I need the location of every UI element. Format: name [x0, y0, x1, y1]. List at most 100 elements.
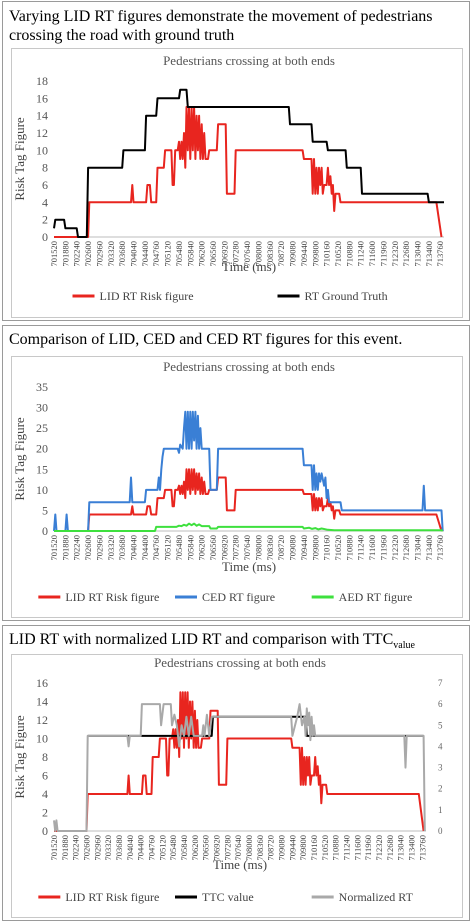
x-tick-label: 703320 — [103, 835, 113, 861]
x-tick-label: 702960 — [92, 835, 102, 861]
x-tick-label: 704400 — [136, 835, 146, 861]
x-tick-label: 710880 — [344, 535, 354, 561]
x-tick-label: 703680 — [117, 241, 127, 267]
x-tick-label: 713400 — [424, 535, 434, 561]
x-tick-label: 707640 — [242, 535, 252, 561]
series-line-1 — [54, 106, 443, 238]
x-tick-label: 706560 — [201, 835, 211, 861]
x-tick-label: 711240 — [342, 835, 352, 860]
x-tick-label: 706560 — [208, 241, 218, 267]
x-tick-label: 712320 — [390, 535, 400, 561]
x-tick-label: 701520 — [49, 835, 59, 861]
x-tick-label: 711600 — [352, 835, 362, 860]
x-tick-label: 707280 — [231, 535, 241, 561]
legend-label: AED RT figure — [339, 590, 413, 604]
y2-tick-label: 5 — [438, 720, 443, 730]
line-chart-lid-ced-aed: Pedestrians crossing at both ends 0 5 10 15 2… — [12, 359, 445, 604]
x-axis-label: Time (ms) — [222, 559, 276, 574]
y-tick-label: 25 — [36, 421, 48, 435]
legend-label: Normalized RT — [339, 890, 414, 904]
x-tick-label: 712320 — [390, 241, 400, 267]
x-tick-label: 705120 — [157, 835, 167, 861]
x-tick-label: 706920 — [219, 535, 229, 561]
panel-lid-ced-aed-comparison: Comparison of LID, CED and CED RT figure… — [2, 325, 470, 621]
panel-lid-normalized-ttc: LID RT with normalized LID RT and compar… — [2, 625, 470, 921]
x-tick-label: 710880 — [344, 241, 354, 267]
x-tick-label: 708720 — [276, 535, 286, 561]
line-chart-lid-ground-truth: Pedestrians crossing at both ends 0 2 4 6 8 10… — [12, 53, 445, 303]
x-tick-label: 705480 — [174, 241, 184, 267]
x-tick-label: 703680 — [117, 535, 127, 561]
line-chart-lid-normalized-ttc: Pedestrians crossing at both ends0246810… — [12, 655, 443, 904]
x-tick-label: 704040 — [129, 535, 139, 561]
y-tick-label: 10 — [36, 483, 48, 497]
x-tick-label: 711960 — [363, 835, 373, 860]
y-axis-label: Risk Tag Figure — [12, 715, 27, 799]
y-tick-label: 30 — [36, 401, 48, 415]
y-tick-label: 2 — [42, 213, 48, 227]
x-tick-label: 706560 — [208, 535, 218, 561]
y2-tick-label: 6 — [438, 699, 443, 709]
x-tick-label: 701520 — [49, 535, 59, 561]
legend-label: CED RT figure — [202, 590, 275, 604]
x-tick-label: 704040 — [125, 835, 135, 861]
y2-tick-label: 4 — [438, 741, 443, 751]
chart-frame: Pedestrians crossing at both ends 0 5 10 15 2… — [11, 356, 463, 618]
x-tick-label: 701880 — [60, 535, 70, 561]
x-tick-label: 706920 — [219, 241, 229, 267]
x-tick-label: 702240 — [71, 835, 81, 861]
y-tick-label: 16 — [36, 91, 48, 105]
x-tick-label: 710520 — [320, 835, 330, 861]
series-line-1 — [54, 468, 443, 532]
x-tick-label: 712320 — [374, 835, 384, 861]
panel-heading: LID RT with normalized LID RT and compar… — [9, 630, 415, 655]
y-tick-label: 4 — [42, 195, 48, 209]
x-tick-label: 705120 — [163, 241, 173, 267]
series-line-3 — [54, 522, 444, 532]
legend-label: LID RT Risk figure — [65, 890, 159, 904]
y-tick-label: 10 — [36, 732, 48, 746]
y-tick-label: 35 — [36, 380, 48, 394]
y2-tick-label: 3 — [438, 763, 443, 773]
y-tick-label: 0 — [42, 230, 48, 244]
y-tick-label: 20 — [36, 442, 48, 456]
x-tick-label: 710160 — [322, 241, 332, 267]
x-tick-label: 705840 — [185, 535, 195, 561]
chart-title: Pedestrians crossing at both ends — [163, 359, 335, 374]
legend-label: LID RT Risk figure — [100, 289, 194, 303]
x-tick-label: 705840 — [185, 241, 195, 267]
legend-label: TTC value — [202, 890, 254, 904]
x-tick-label: 710160 — [322, 535, 332, 561]
panel-heading: Comparison of LID, CED and CED RT figure… — [9, 331, 403, 348]
x-tick-label: 702600 — [83, 241, 93, 267]
y-tick-label: 12 — [36, 126, 48, 140]
y-tick-label: 4 — [42, 787, 48, 801]
x-tick-label: 708360 — [255, 835, 265, 861]
x-tick-label: 704400 — [140, 241, 150, 267]
x-tick-label: 702960 — [94, 535, 104, 561]
x-tick-label: 709440 — [299, 241, 309, 267]
x-tick-label: 710160 — [309, 835, 319, 861]
series-line-1 — [54, 691, 425, 832]
y-tick-label: 6 — [42, 769, 48, 783]
y2-tick-label: 7 — [438, 678, 443, 688]
x-tick-label: 703320 — [106, 241, 116, 267]
x-tick-label: 713400 — [407, 835, 417, 861]
x-tick-label: 704760 — [151, 241, 161, 267]
chart-title: Pedestrians crossing at both ends — [163, 53, 335, 68]
x-tick-label: 707280 — [222, 835, 232, 861]
y-tick-label: 12 — [36, 713, 48, 727]
y-tick-label: 14 — [36, 695, 48, 709]
legend-label: RT Ground Truth — [305, 289, 388, 303]
x-tick-label: 704400 — [140, 535, 150, 561]
series-line-2 — [53, 410, 444, 532]
x-tick-label: 709080 — [288, 241, 298, 267]
x-tick-label: 709080 — [288, 535, 298, 561]
x-tick-label: 711600 — [367, 535, 377, 560]
y2-tick-label: 2 — [438, 784, 443, 794]
x-tick-label: 711960 — [378, 535, 388, 560]
y-axis-label: Risk Tag Figure — [12, 417, 27, 501]
chart-title: Pedestrians crossing at both ends — [154, 655, 326, 670]
x-tick-label: 708000 — [253, 535, 263, 561]
legend-label: LID RT Risk figure — [65, 590, 159, 604]
